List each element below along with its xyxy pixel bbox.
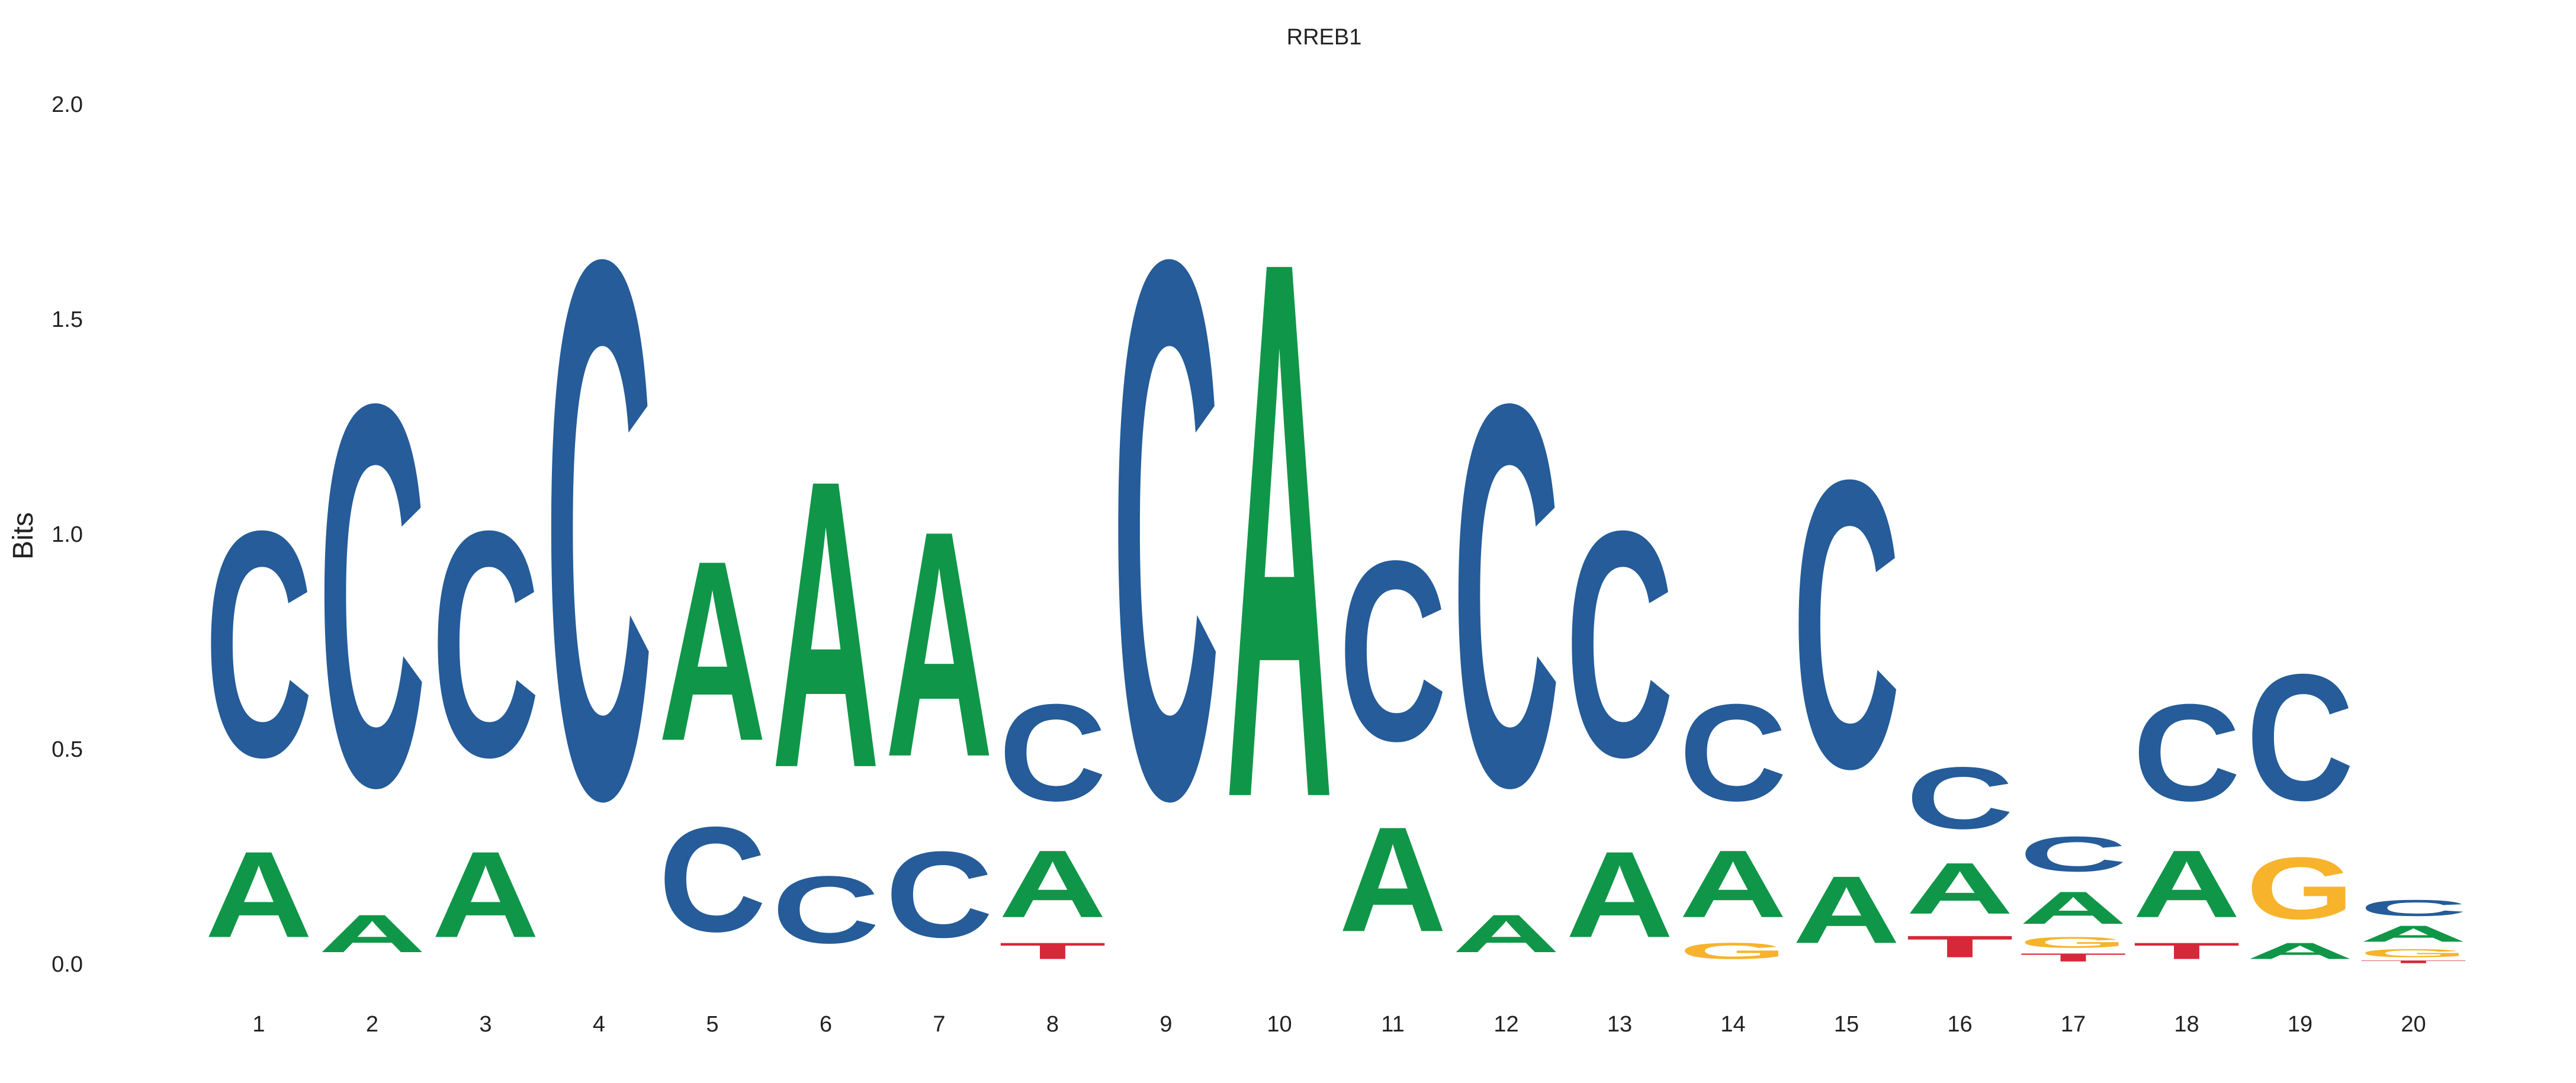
logo-letter-a-pos-19: A <box>2246 939 2354 964</box>
x-tick-label: 11 <box>1381 1012 1404 1037</box>
x-tick-label: 17 <box>2061 1012 2086 1037</box>
x-tick-label: 14 <box>1720 1012 1745 1037</box>
logo-letter-t-pos-17: T <box>2019 951 2127 964</box>
x-tick-label: 6 <box>820 1012 832 1037</box>
x-tick-label: 4 <box>593 1012 605 1037</box>
logo-letter-a-pos-5: A <box>659 508 766 795</box>
logo-letter-c-pos-20: C <box>2360 895 2468 921</box>
x-tick-label: 18 <box>2174 1012 2199 1037</box>
logo-letter-c-pos-5: C <box>659 796 766 963</box>
logo-letter-c-pos-7: C <box>885 826 993 963</box>
logo-letter-a-pos-12: A <box>1453 904 1560 964</box>
x-tick-label: 5 <box>706 1012 718 1037</box>
logo-letter-c-pos-19: C <box>2246 637 2354 838</box>
logo-letter-a-pos-6: A <box>772 395 880 854</box>
logo-letter-c-pos-14: C <box>1679 676 1787 830</box>
logo-letter-c-pos-6: C <box>772 856 880 963</box>
x-tick-label: 9 <box>1159 1012 1172 1037</box>
logo-letter-g-pos-17: G <box>2019 934 2127 951</box>
logo-letter-a-pos-8: A <box>999 830 1107 937</box>
logo-letter-a-pos-3: A <box>432 826 539 963</box>
x-tick-label: 19 <box>2288 1012 2312 1037</box>
x-tick-label: 15 <box>1834 1012 1859 1037</box>
logo-letter-c-pos-2: C <box>319 291 426 900</box>
x-tick-label: 7 <box>933 1012 945 1037</box>
logo-letter-a-pos-14: A <box>1679 830 1787 937</box>
x-tick-label: 12 <box>1493 1012 1518 1037</box>
x-tick-label: 20 <box>2401 1012 2426 1037</box>
y-axis-ticks: 0.0 0.5 1.0 1.5 2.0 <box>52 92 83 977</box>
logo-letter-c-pos-8: C <box>999 676 1107 830</box>
logo-letter-g-pos-19: G <box>2246 838 2354 937</box>
x-tick-label: 13 <box>1607 1012 1632 1037</box>
y-tick-label: 1.5 <box>52 307 83 332</box>
logo-letter-g-pos-20: G <box>2360 947 2468 960</box>
logo-letter-a-pos-11: A <box>1339 796 1447 963</box>
y-tick-label: 0.5 <box>52 737 83 762</box>
logo-letter-a-pos-16: A <box>1906 848 2014 930</box>
logo-letter-c-pos-1: C <box>205 464 313 824</box>
y-tick-label: 0.0 <box>52 952 83 977</box>
logo-letter-c-pos-3: C <box>432 464 539 824</box>
logo-letter-t-pos-20: T <box>2360 960 2468 964</box>
logo-letter-c-pos-4: C <box>545 101 653 958</box>
x-tick-label: 1 <box>252 1012 265 1037</box>
logo-letter-a-pos-2: A <box>319 904 426 964</box>
logo-letter-c-pos-15: C <box>1793 395 1900 854</box>
x-tick-label: 3 <box>479 1012 492 1037</box>
logo-letter-a-pos-15: A <box>1793 856 1900 963</box>
x-tick-label: 16 <box>1947 1012 1972 1037</box>
logo-letter-a-pos-17: A <box>2019 882 2127 934</box>
logo-letter-a-pos-7: A <box>885 464 993 824</box>
x-tick-label: 2 <box>366 1012 378 1037</box>
x-axis-ticks: 1 2 3 4 5 6 7 8 9 10 11 12 13 14 15 16 17 18 19 20 <box>252 1012 2426 1037</box>
logo-letter-t-pos-16: T <box>1906 930 2014 964</box>
logo-letter-c-pos-12: C <box>1453 291 1560 900</box>
y-tick-label: 1.0 <box>52 522 83 547</box>
logo-letter-g-pos-14: G <box>1679 938 1787 964</box>
logo-letter-a-pos-1: A <box>205 826 313 963</box>
logo-letter-a-pos-20: A <box>2360 921 2468 946</box>
logo-letter-c-pos-16: C <box>1906 749 2014 847</box>
logo-letter-c-pos-17: C <box>2019 826 2127 882</box>
logo-letter-t-pos-8: T <box>999 938 1107 963</box>
logo-letter-c-pos-9: C <box>1112 101 1220 958</box>
y-tick-label: 2.0 <box>52 92 83 117</box>
logo-letter-c-pos-13: C <box>1566 464 1674 824</box>
logo-letter-a-pos-18: A <box>2133 830 2241 937</box>
x-tick-label: 10 <box>1267 1012 1292 1037</box>
logo-letter-a-pos-13: A <box>1566 826 1674 963</box>
chart-title: RREB1 <box>1287 25 1362 50</box>
x-tick-label: 8 <box>1046 1012 1059 1037</box>
logo-letter-c-pos-11: C <box>1339 508 1447 795</box>
logo-letter-a-pos-10: A <box>1226 101 1334 958</box>
y-axis-label: Bits <box>8 512 39 560</box>
logo-letter-c-pos-18: C <box>2133 676 2241 830</box>
logo-letter-t-pos-18: T <box>2133 938 2241 963</box>
